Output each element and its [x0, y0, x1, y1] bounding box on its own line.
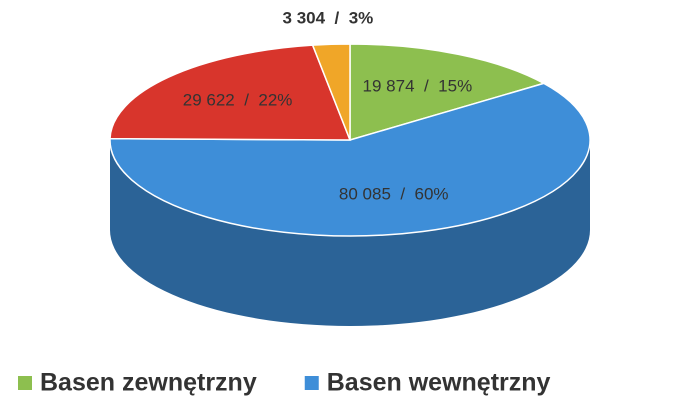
pie-side [110, 140, 590, 326]
value-label: 80 085 / 60% [339, 184, 449, 203]
legend-swatch [304, 376, 319, 390]
value-label: 3 304 / 3% [283, 9, 374, 28]
value-label: 19 874 / 15% [363, 76, 473, 95]
legend-label: Basen wewnętrzny [327, 369, 551, 397]
pie-slice [109, 82, 591, 237]
pie-slice [311, 43, 351, 141]
pie-slice [109, 44, 352, 141]
value-label: 29 622 / 22% [183, 90, 293, 109]
pie-slice [349, 43, 546, 142]
legend-label: Basen zewnętrzny [40, 369, 257, 397]
legend-swatch [18, 376, 32, 390]
